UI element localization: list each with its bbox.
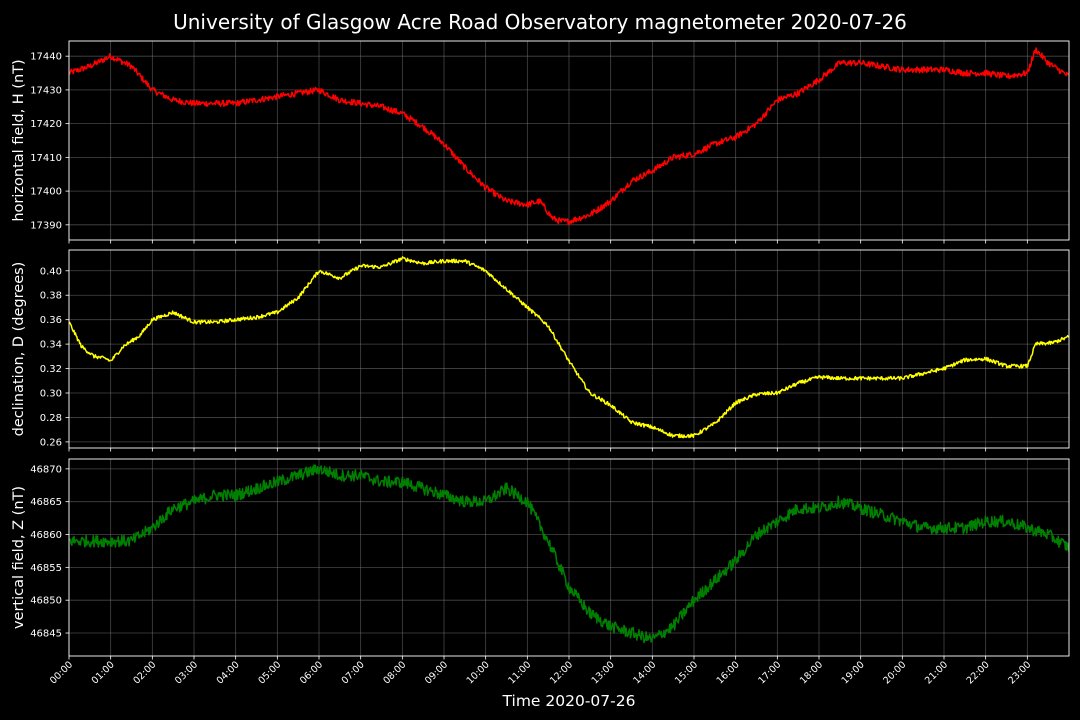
y-tick-label: 0.30	[40, 389, 62, 400]
series-line-1	[69, 47, 1069, 226]
y-axis-label: horizontal field, H (nT)	[11, 59, 27, 221]
y-tick-label: 46850	[30, 596, 62, 607]
series-line-3	[69, 464, 1069, 644]
y-tick-label: 0.34	[40, 340, 62, 351]
y-tick-label: 46865	[30, 497, 62, 508]
y-tick-label: 0.38	[40, 291, 62, 302]
panel-1: 17390 17400 17410 17420 17430 17440horizontal…	[11, 40, 1070, 244]
y-tick-label: 0.32	[40, 364, 62, 375]
y-tick-label: 17430	[30, 85, 62, 96]
y-tick-label: 17390	[30, 220, 62, 231]
y-tick-label: 17420	[30, 119, 62, 130]
y-tick-label: 0.40	[40, 266, 62, 277]
y-tick-label: 0.36	[40, 315, 62, 326]
y-tick-label: 46860	[30, 530, 62, 541]
y-tick-label: 17410	[30, 153, 62, 164]
y-tick-label: 0.26	[40, 437, 62, 448]
y-tick-label: 17400	[30, 187, 62, 198]
y-axis-label: declination, D (degrees)	[11, 262, 27, 437]
y-tick-label: 46855	[30, 563, 62, 574]
panel-frame	[68, 458, 1070, 657]
y-tick-label: 0.28	[40, 413, 62, 424]
y-tick-label: 17440	[30, 52, 62, 63]
chart-title: University of Glasgow Acre Road Observat…	[173, 10, 907, 34]
series-line-2	[69, 256, 1069, 439]
panels-group: 17390 17400 17410 17420 17430 17440horizontal…	[11, 40, 1070, 660]
panel-frame	[68, 40, 1070, 241]
x-axis-label: Time 2020-07-26	[502, 692, 636, 710]
y-tick-label: 46845	[30, 629, 62, 640]
y-tick-label: 46870	[30, 464, 62, 475]
panel-frame	[68, 249, 1070, 449]
panel-2: 0.26 0.28 0.30 0.32 0.34 0.36 0.38 0.40 declinat…	[11, 249, 1070, 452]
y-axis-label: vertical field, Z (nT)	[11, 486, 27, 629]
